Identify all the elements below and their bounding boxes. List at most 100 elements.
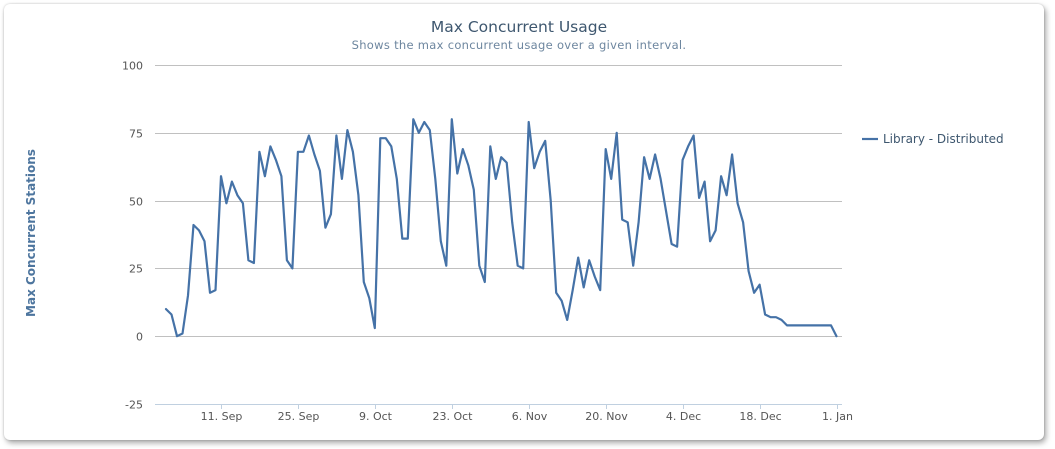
data-point[interactable] [278,173,284,179]
data-point[interactable] [757,282,763,288]
data-point[interactable] [202,238,208,244]
data-point[interactable] [509,219,515,225]
data-point[interactable] [438,238,444,244]
data-point[interactable] [361,279,367,285]
data-point[interactable] [751,290,757,296]
data-point[interactable] [185,293,191,299]
data-point[interactable] [586,257,592,263]
data-point[interactable] [256,149,262,155]
data-point[interactable] [416,130,422,136]
data-point[interactable] [300,149,306,155]
data-point[interactable] [801,322,807,328]
data-point[interactable] [570,287,576,293]
data-point[interactable] [465,162,471,168]
data-point[interactable] [537,149,543,155]
data-point[interactable] [614,130,620,136]
data-point[interactable] [344,127,350,133]
data-point[interactable] [652,152,658,158]
data-point[interactable] [718,173,724,179]
data-point[interactable] [339,176,345,182]
data-point[interactable] [273,157,279,163]
data-point[interactable] [427,127,433,133]
data-point[interactable] [350,149,356,155]
data-point[interactable] [779,317,785,323]
data-point[interactable] [207,290,213,296]
data-point[interactable] [355,192,361,198]
data-point[interactable] [531,165,537,171]
data-point[interactable] [691,133,697,139]
data-point[interactable] [383,135,389,141]
data-point[interactable] [196,227,202,233]
data-point[interactable] [548,198,554,204]
data-point[interactable] [575,255,581,261]
data-point[interactable] [641,154,647,160]
data-point[interactable] [180,331,186,337]
data-point[interactable] [790,322,796,328]
data-point[interactable] [636,219,642,225]
data-point[interactable] [234,192,240,198]
data-point[interactable] [487,143,493,149]
data-point[interactable] [311,152,317,158]
data-point[interactable] [223,200,229,206]
data-point[interactable] [443,263,449,269]
data-point[interactable] [828,322,834,328]
data-point[interactable] [658,176,664,182]
data-point[interactable] [553,290,559,296]
legend-item-label[interactable]: Library - Distributed [883,132,1004,146]
data-point[interactable] [746,268,752,274]
data-point[interactable] [493,176,499,182]
data-point[interactable] [707,238,713,244]
data-point[interactable] [674,244,680,250]
data-point[interactable] [724,192,730,198]
data-point[interactable] [773,314,779,320]
data-point[interactable] [267,143,273,149]
data-point[interactable] [169,312,175,318]
data-point[interactable] [581,284,587,290]
data-point[interactable] [229,179,235,185]
data-point[interactable] [454,171,460,177]
data-point[interactable] [372,325,378,331]
data-point[interactable] [713,227,719,233]
data-point[interactable] [784,322,790,328]
data-point[interactable] [669,241,675,247]
data-point[interactable] [625,219,631,225]
data-point[interactable] [405,236,411,242]
data-point[interactable] [806,322,812,328]
data-point[interactable] [647,176,653,182]
data-point[interactable] [432,176,438,182]
data-point[interactable] [630,263,636,269]
data-point[interactable] [399,236,405,242]
data-point[interactable] [768,314,774,320]
data-point[interactable] [559,298,565,304]
data-point[interactable] [213,287,219,293]
data-point[interactable] [685,143,691,149]
data-point[interactable] [476,263,482,269]
data-point[interactable] [526,119,532,125]
data-point[interactable] [619,217,625,223]
data-point[interactable] [240,200,246,206]
data-point[interactable] [317,168,323,174]
data-point[interactable] [295,149,301,155]
data-point[interactable] [696,195,702,201]
data-point[interactable] [817,322,823,328]
data-point[interactable] [482,279,488,285]
data-point[interactable] [680,157,686,163]
data-point[interactable] [702,179,708,185]
data-point[interactable] [795,322,801,328]
data-point[interactable] [603,146,609,152]
data-point[interactable] [460,146,466,152]
data-point[interactable] [504,160,510,166]
data-point[interactable] [328,211,334,217]
data-point[interactable] [812,322,818,328]
data-point[interactable] [735,200,741,206]
data-point[interactable] [834,333,840,339]
data-point[interactable] [322,225,328,231]
data-point[interactable] [592,274,598,280]
data-point[interactable] [498,154,504,160]
data-point[interactable] [410,116,416,122]
data-point[interactable] [388,143,394,149]
data-point[interactable] [762,312,768,318]
data-point[interactable] [245,257,251,263]
data-point[interactable] [306,133,312,139]
data-point[interactable] [174,333,180,339]
